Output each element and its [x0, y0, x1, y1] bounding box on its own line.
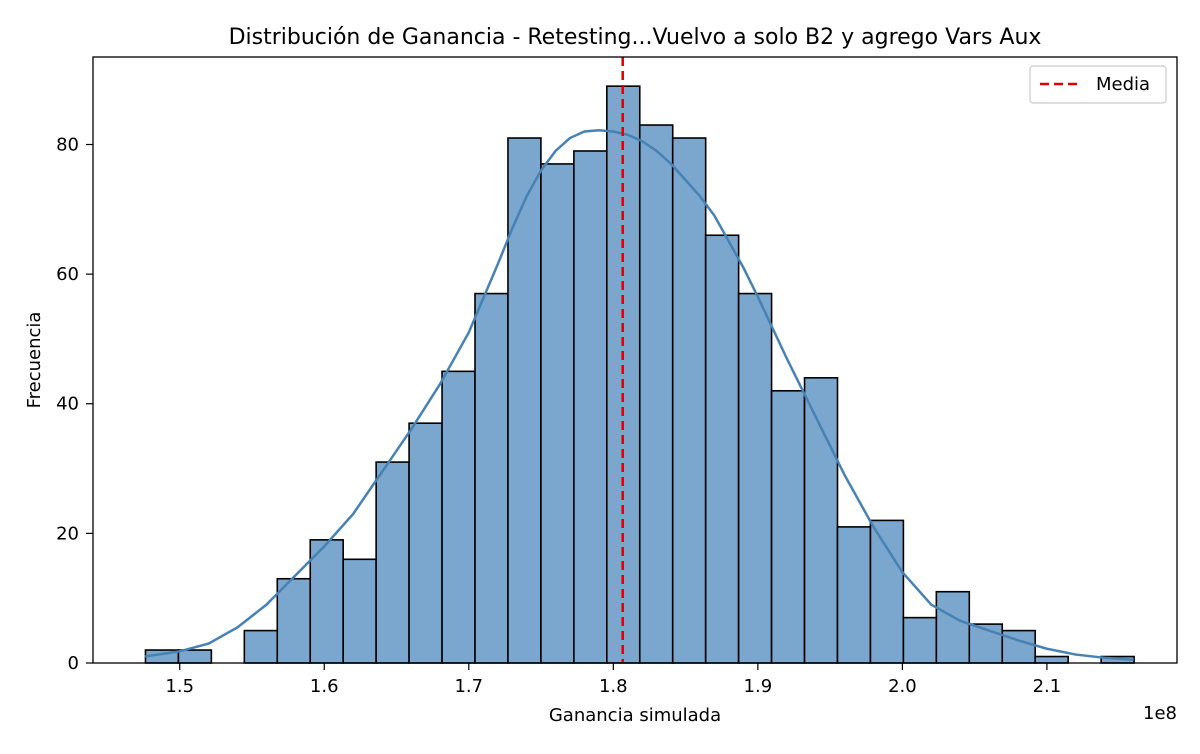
y-tick-label: 80 [56, 134, 79, 155]
histogram-bar [803, 377, 839, 664]
histogram-bar [342, 558, 377, 664]
histogram-bar [671, 137, 707, 664]
histogram-bar [869, 519, 905, 664]
histogram-bar [704, 234, 740, 664]
x-tick-label: 1.5 [165, 676, 194, 697]
histogram-bar [540, 163, 575, 664]
plot-frame [92, 56, 1178, 664]
histogram-bar [573, 150, 608, 664]
x-tick-label: 1.8 [599, 676, 628, 697]
histogram-bar [902, 616, 938, 664]
x-tick-label: 1.9 [744, 676, 773, 697]
histogram-bar [441, 370, 476, 664]
x-axis-offset-label: 1e8 [1143, 703, 1177, 724]
x-tick-label: 1.6 [310, 676, 339, 697]
kde-curve [144, 128, 1134, 662]
x-tick-label: 1.7 [454, 676, 483, 697]
histogram-bar [507, 137, 542, 664]
chart-title: Distribución de Ganancia - Retesting...V… [229, 25, 1042, 50]
histogram-bar [375, 461, 410, 664]
x-axis-label: Ganancia simulada [549, 705, 721, 726]
y-tick-label: 0 [68, 653, 79, 674]
x-tick-label: 2.0 [888, 676, 917, 697]
histogram-bar [474, 292, 509, 664]
y-tick-label: 20 [56, 523, 79, 544]
y-tick-label: 60 [56, 264, 79, 285]
y-axis-ticks: 0 20 40 60 80 [56, 134, 93, 674]
histogram-bar [1034, 655, 1069, 664]
histogram-bar [737, 292, 773, 664]
legend-label-media: Media [1096, 74, 1150, 95]
histogram-bar [177, 649, 213, 664]
histogram-bar [243, 629, 279, 664]
x-axis-ticks: 1.5 1.6 1.7 1.8 1.9 2.0 2.1 [165, 663, 1061, 697]
histogram-bar [276, 577, 312, 664]
histogram-bar [638, 124, 674, 664]
x-tick-label: 2.1 [1033, 676, 1062, 697]
legend: Media [1029, 65, 1167, 104]
histogram-bar [836, 526, 872, 664]
y-tick-label: 40 [56, 394, 79, 415]
histogram-bar [935, 590, 971, 664]
legend-box [1029, 65, 1167, 104]
histogram-bar [309, 539, 344, 664]
histogram-bar [770, 389, 806, 664]
y-axis-label: Frecuencia [24, 312, 45, 409]
histogram-bar [408, 422, 443, 664]
